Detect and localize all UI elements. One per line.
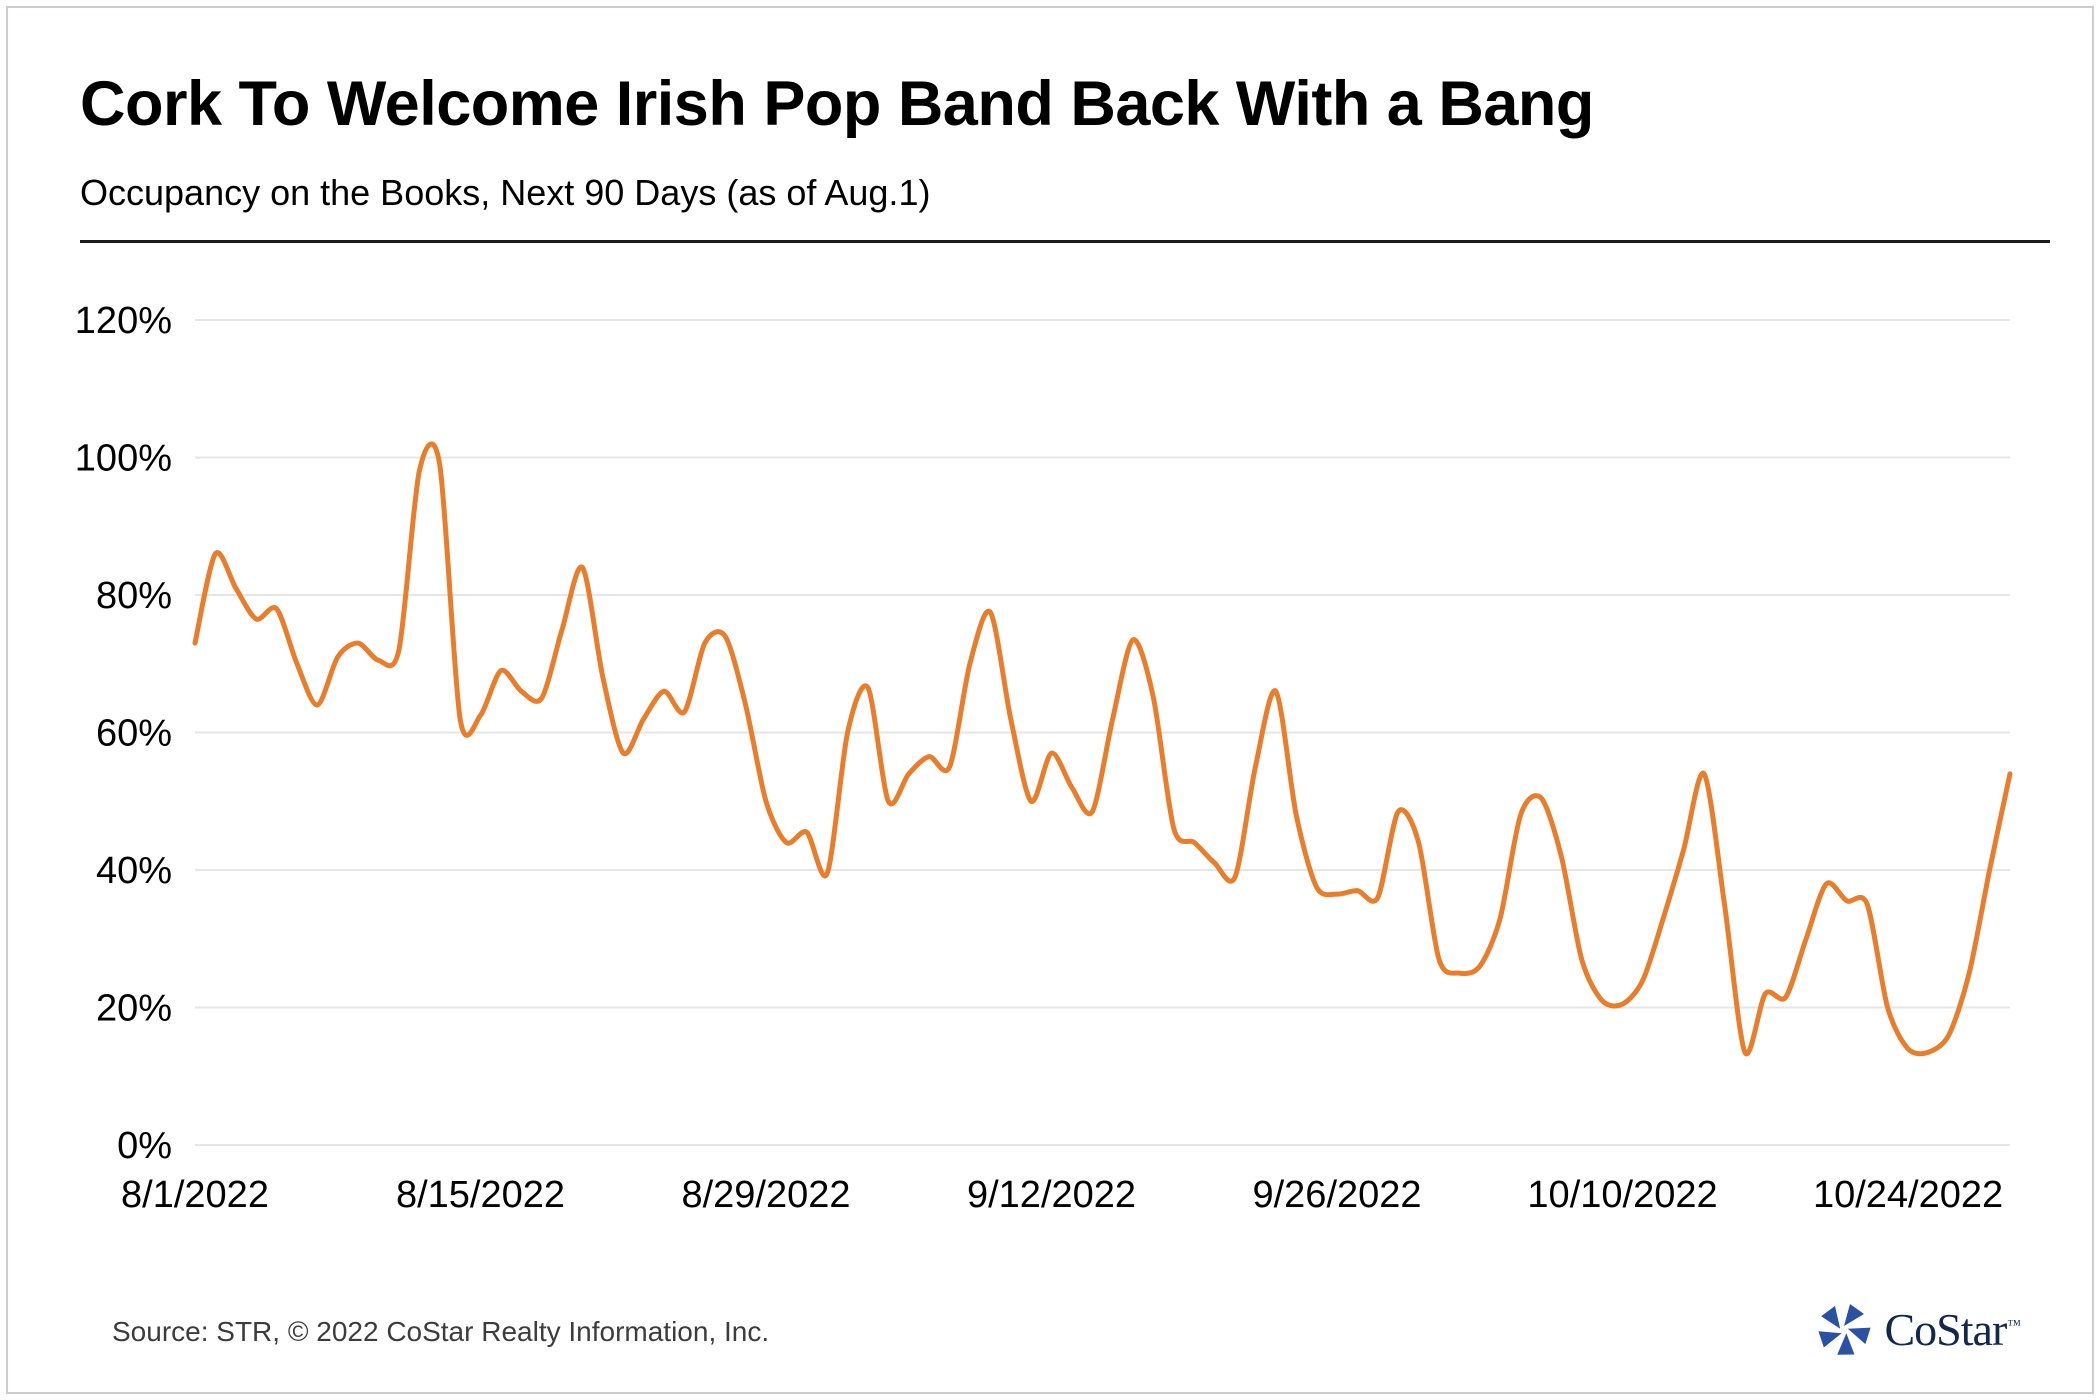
x-tick-label: 8/15/2022 bbox=[396, 1174, 565, 1216]
x-tick-label: 9/26/2022 bbox=[1252, 1174, 1421, 1216]
title-divider-rule bbox=[80, 240, 2050, 243]
y-tick-label: 120% bbox=[75, 300, 172, 342]
source-attribution: Source: STR, © 2022 CoStar Realty Inform… bbox=[112, 1316, 770, 1347]
trademark-symbol: ™ bbox=[2007, 1317, 2021, 1333]
page-frame bbox=[6, 6, 2094, 1394]
y-tick-label: 0% bbox=[117, 1125, 172, 1167]
costar-wordmark: CoStar™ bbox=[1884, 1304, 2021, 1355]
costar-logo: CoStar™ bbox=[1816, 1302, 2021, 1358]
y-tick-label: 20% bbox=[96, 988, 172, 1030]
x-tick-label: 10/10/2022 bbox=[1527, 1174, 1717, 1216]
x-tick-label: 10/24/2022 bbox=[1813, 1174, 2003, 1216]
y-tick-label: 40% bbox=[96, 850, 172, 892]
chart-subtitle: Occupancy on the Books, Next 90 Days (as… bbox=[80, 172, 931, 213]
chart-svg: 0% 20% 40% 60% 80% 100% 120% 8/1/2022 8/15/2022 8… bbox=[75, 300, 2013, 1216]
y-tick-label: 100% bbox=[75, 438, 172, 480]
costar-pinwheel-icon bbox=[1818, 1304, 1872, 1355]
y-tick-label: 60% bbox=[96, 713, 172, 755]
chart-title: Cork To Welcome Irish Pop Band Back With… bbox=[80, 69, 1594, 139]
occupancy-chart: 0% 20% 40% 60% 80% 100% 120% 8/1/2022 8/15/2022 8… bbox=[45, 265, 2035, 1265]
x-tick-label: 9/12/2022 bbox=[967, 1174, 1136, 1216]
occupancy-series-line bbox=[192, 441, 2013, 1057]
y-tick-label: 80% bbox=[96, 575, 172, 617]
x-tick-label: 8/29/2022 bbox=[681, 1174, 850, 1216]
x-tick-label: 8/1/2022 bbox=[121, 1174, 269, 1216]
